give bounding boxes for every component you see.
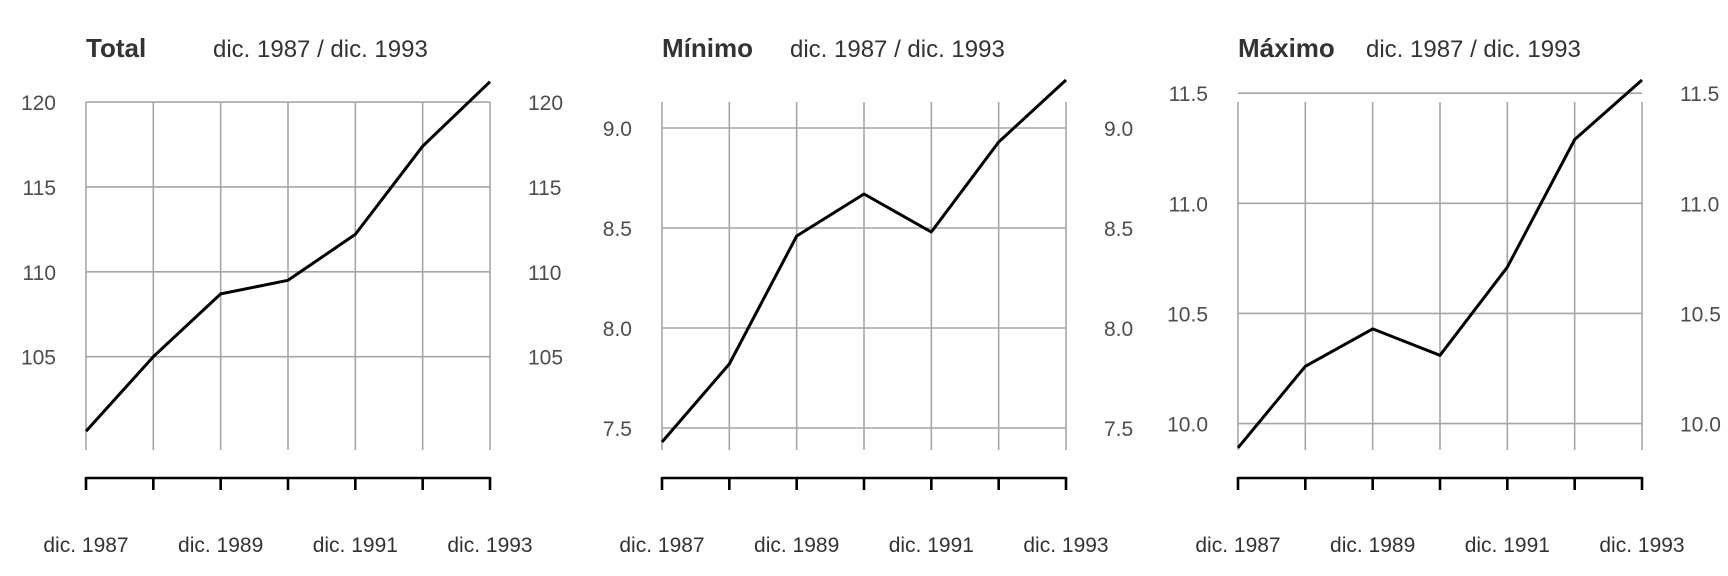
y-tick-label-left: 11.0	[1169, 193, 1208, 216]
x-tick-label: dic. 1993	[1023, 534, 1108, 557]
x-tick-label: dic. 1989	[1330, 534, 1415, 557]
x-tick-label: dic. 1989	[178, 534, 263, 557]
chart-title: Total	[86, 33, 146, 63]
y-tick-label-right: 10.0	[1680, 414, 1721, 437]
y-tick-label-right: 10.5	[1680, 303, 1721, 326]
y-tick-label-right: 9.0	[1104, 118, 1133, 141]
y-tick-label-left: 8.5	[603, 218, 632, 241]
x-tick-label: dic. 1991	[313, 534, 398, 557]
chart-subtitle: dic. 1987 / dic. 1993	[1366, 36, 1581, 63]
x-tick-label: dic. 1991	[889, 534, 974, 557]
y-tick-label-right: 120	[528, 92, 563, 115]
x-tick-label: dic. 1993	[447, 534, 532, 557]
series-line	[84, 80, 492, 433]
series-line	[1236, 78, 1643, 449]
y-tick-label-left: 110	[23, 262, 56, 285]
chart-title: Máximo	[1238, 33, 1335, 63]
y-tick-label-left: 8.0	[603, 318, 632, 341]
y-tick-label-right: 115	[528, 177, 561, 200]
chart-subtitle: dic. 1987 / dic. 1993	[790, 36, 1005, 63]
x-tick-label: dic. 1987	[43, 534, 128, 557]
x-tick-label: dic. 1987	[1195, 534, 1280, 557]
y-tick-label-right: 110	[528, 262, 561, 285]
y-tick-label-right: 8.5	[1104, 218, 1133, 241]
x-tick-label: dic. 1993	[1599, 534, 1684, 557]
series-line	[660, 78, 1068, 443]
chart-title: Mínimo	[662, 33, 753, 63]
y-tick-label-left: 7.5	[603, 418, 632, 441]
y-tick-label-right: 7.5	[1104, 418, 1133, 441]
y-tick-label-right: 11.0	[1680, 193, 1719, 216]
y-tick-label-right: 105	[528, 347, 563, 370]
y-tick-label-left: 10.0	[1167, 414, 1208, 437]
y-tick-label-left: 10.5	[1167, 303, 1208, 326]
y-tick-label-left: 105	[21, 347, 56, 370]
chart-panel-3: 10.0 10.0 10.5 10.5 11.0 11.0 11.5 11.5 dic. 198…	[1167, 33, 1721, 557]
chart-panel-2: 7.5 7.5 8.0 8.0 8.5 8.5 9.0 9.0 dic. 1987 dic. 19…	[603, 33, 1133, 557]
y-tick-label-left: 11.5	[1169, 83, 1208, 106]
y-tick-label-right: 8.0	[1104, 318, 1133, 341]
x-tick-label: dic. 1991	[1465, 534, 1550, 557]
chart-subtitle: dic. 1987 / dic. 1993	[213, 36, 428, 63]
y-tick-label-left: 9.0	[603, 118, 632, 141]
y-tick-label-right: 11.5	[1680, 83, 1719, 106]
x-tick-label: dic. 1987	[619, 534, 704, 557]
chart-panel-1: 105 105 110 110 115 115 120 120 dic. 1987 dic. 19…	[21, 33, 563, 557]
y-tick-label-left: 115	[23, 177, 56, 200]
y-tick-label-left: 120	[21, 92, 56, 115]
x-tick-label: dic. 1989	[754, 534, 839, 557]
